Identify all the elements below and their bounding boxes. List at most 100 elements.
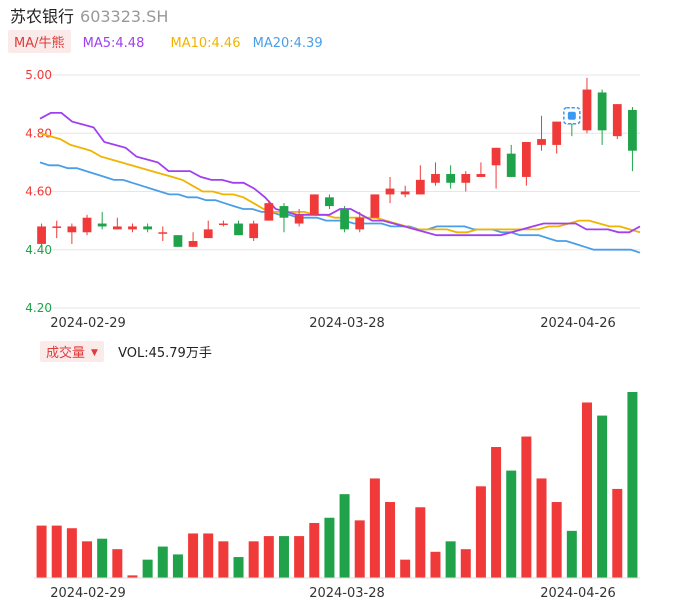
volume-bar [66, 528, 77, 578]
candle-body [264, 203, 274, 221]
volume-bar [612, 488, 623, 578]
volume-bar [112, 549, 123, 578]
ma10-line [39, 132, 641, 234]
candle-body [325, 197, 334, 207]
ma5-label: MA5:4.48 [82, 36, 145, 51]
candle-body [37, 226, 46, 244]
candle-body [355, 217, 365, 230]
candlestick [112, 217, 122, 230]
candle-body [234, 223, 243, 236]
candlestick [476, 162, 486, 177]
candlestick [552, 121, 562, 154]
candle-body [628, 109, 637, 151]
candlestick [385, 176, 395, 204]
candle-body [67, 226, 77, 233]
volume-bar [460, 549, 471, 578]
candle-body [552, 121, 562, 145]
candlestick [143, 223, 153, 233]
candle-body [431, 174, 440, 183]
volume-bar [339, 494, 350, 578]
candlestick [370, 194, 380, 218]
volume-bar [627, 392, 638, 578]
volume-bar [415, 507, 426, 578]
date-axis-label: 2024-04-26 [540, 316, 616, 331]
candle-body [400, 191, 410, 195]
candlestick [158, 226, 168, 242]
volume-bar [566, 530, 577, 578]
candle-body [491, 147, 501, 166]
ma5-line [39, 112, 641, 237]
candlestick [173, 235, 183, 247]
stock-header: 苏农银行 603323.SH [10, 3, 168, 27]
candle-body [112, 226, 122, 230]
candlestick [279, 203, 289, 233]
candlestick [203, 220, 213, 239]
ma20-line [39, 161, 641, 254]
volume-bar [536, 478, 547, 578]
candlestick [506, 144, 516, 177]
candlestick [52, 220, 62, 239]
candlestick [309, 194, 319, 215]
volume-bar [218, 541, 229, 578]
volume-bar [97, 538, 108, 578]
ma10-label: MA10:4.46 [170, 36, 241, 51]
candle-body [128, 226, 137, 230]
volume-legend: 成交量 ▼ VOL:45.79万手 [40, 341, 212, 362]
stock-name: 苏农银行 [10, 7, 75, 26]
candlestick [597, 89, 607, 145]
price-axis-label: 5.00 [25, 68, 52, 82]
candlestick [415, 165, 425, 195]
candle-body [476, 174, 486, 177]
candlestick [218, 220, 228, 227]
candlestick [628, 107, 637, 172]
candle-body [218, 223, 228, 226]
volume-bar [445, 541, 456, 578]
volume-bar [172, 554, 183, 578]
volume-bar [294, 536, 305, 578]
date-axis-label: 2024-03-28 [309, 316, 385, 331]
candlestick [355, 211, 365, 233]
volume-bar [597, 415, 608, 578]
event-marker-dot [567, 111, 576, 120]
volume-bar [551, 502, 562, 578]
candle-body [173, 235, 183, 247]
volume-readout: VOL:45.79万手 [118, 346, 212, 361]
volume-indicator-selector[interactable]: 成交量 ▼ [40, 341, 104, 362]
candlestick [446, 165, 456, 189]
candlestick [325, 194, 334, 209]
volume-bar [309, 522, 320, 578]
candle-body [82, 217, 92, 233]
candle-body [612, 104, 622, 137]
candlestick [537, 115, 546, 151]
volume-bar [203, 533, 214, 578]
volume-bar [248, 541, 259, 578]
volume-bar [491, 447, 502, 578]
candle-body [370, 194, 380, 218]
candlestick [188, 232, 198, 247]
candlestick [491, 147, 501, 189]
dropdown-caret-icon: ▼ [91, 348, 98, 358]
volume-bar [369, 478, 380, 578]
volume-bar [36, 525, 47, 578]
volume-bar [521, 436, 532, 578]
ma-indicator-selector[interactable]: MA/牛熊 [8, 30, 71, 53]
candle-body [249, 223, 259, 239]
candlestick [294, 208, 304, 227]
volume-bar [127, 575, 138, 578]
candle-body [597, 92, 607, 131]
candlestick [431, 162, 440, 186]
candle-body [385, 188, 395, 195]
volume-bar [188, 533, 199, 578]
candlestick [37, 223, 46, 247]
ma20-label: MA20:4.39 [252, 36, 323, 51]
ma-legend: MA/牛熊 MA5:4.48 MA10:4.46 MA20:4.39 [8, 30, 323, 53]
price-axis-label: 4.60 [25, 185, 52, 199]
candlestick [461, 171, 471, 192]
candlestick [97, 211, 107, 230]
candlestick [67, 223, 77, 244]
candlestick [340, 206, 349, 233]
candlestick [400, 185, 410, 198]
volume-bar [354, 520, 365, 578]
candle-body [446, 174, 456, 183]
